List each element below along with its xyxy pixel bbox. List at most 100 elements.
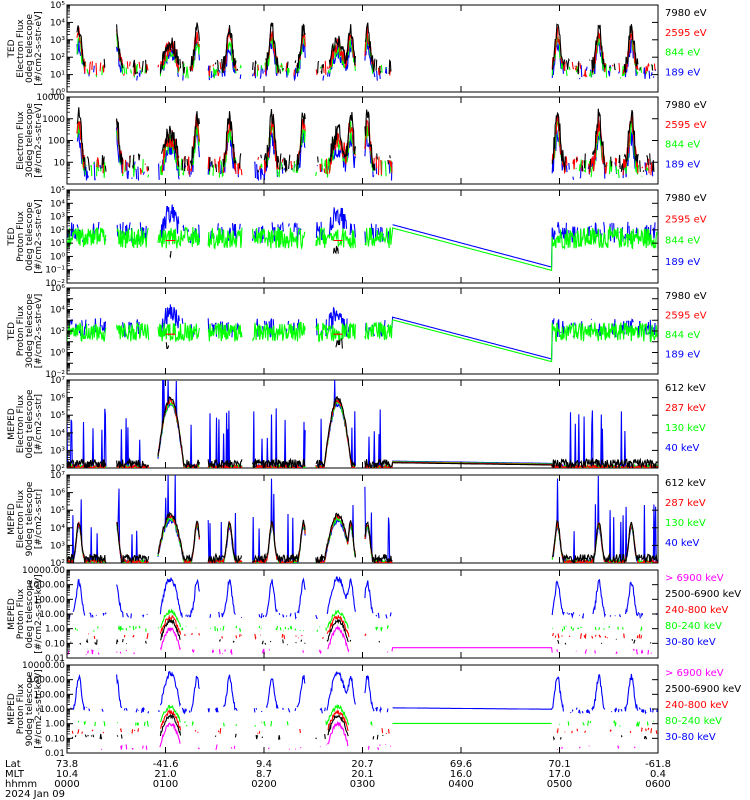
series-trace-2 [72, 715, 657, 740]
y-axis-label: [#/cm2-s-str-keV] [34, 669, 44, 748]
x-tick-label: 0400 [448, 779, 473, 790]
legend-entry: 40 keV [665, 443, 699, 454]
series-trace-1 [67, 511, 658, 563]
y-tick-label: 10.00 [39, 610, 65, 620]
panel-frame [66, 379, 659, 469]
y-tick-label: 0.01 [45, 749, 65, 759]
x-tick-label: 69.6 [450, 759, 472, 770]
y-tick-label: 10² [50, 559, 65, 569]
legend-entry: 7980 eV [665, 8, 707, 19]
series-trace-4 [69, 705, 657, 726]
x-tick-label: 10.4 [56, 769, 78, 780]
y-axis-label: [#/cm2-s-str-eV] [34, 199, 44, 274]
y-tick-label: 10⁴ [50, 199, 65, 209]
legend-entry: 189 eV [665, 159, 700, 170]
y-tick-label: 10² [50, 327, 65, 337]
y-axis-label: Proton Flux [16, 211, 26, 262]
y-axis-label: Proton Flux [16, 588, 26, 639]
x-tick-label: 17.0 [548, 769, 570, 780]
legend-entry: 844 eV [665, 48, 700, 59]
legend-entry: 287 keV [665, 498, 706, 509]
panel-1: 10⁰ 10¹ 10² 10³ 10⁴ 10⁵ TED Electron Flux 0deg t… [7, 1, 707, 98]
y-axis-label: [#/cm2-s-str] [34, 489, 44, 549]
y-axis-label: 0deg telescope [25, 202, 35, 272]
y-axis-label: [#/cm2-s-str-eV] [34, 103, 44, 178]
x-tick-label: -61.8 [645, 759, 671, 770]
y-tick-label: 10¹ [50, 71, 65, 81]
series-trace-2 [71, 620, 656, 645]
legend-entry: 189 eV [665, 350, 700, 361]
y-axis-label: [#/cm2-s-str] [34, 394, 44, 454]
y-tick-label: 10⁴ [50, 429, 65, 439]
y-axis-label: Proton Flux [16, 305, 26, 356]
x-row-label: MLT [5, 769, 25, 780]
y-tick-label: 10.00 [39, 705, 65, 715]
panel-3: 10⁻² 10⁻¹ 10⁰ 10¹ 10² 10³ 10⁴ 10⁵ TED Proton Flux… [7, 186, 707, 289]
series-trace-1 [76, 107, 655, 173]
panel-frame [66, 4, 659, 93]
y-tick-label: 10³ [50, 446, 65, 456]
y-tick-label: 10⁶ [50, 394, 65, 404]
y-axis-label: [#/cm2-s-str-eV] [34, 294, 44, 369]
y-axis-label: TED [7, 227, 17, 246]
y-tick-label: 10⁻² [45, 279, 65, 289]
legend-entry: 2595 eV [665, 311, 707, 322]
y-tick-label: 1000 [42, 115, 65, 125]
y-axis-label: Electron Flux [16, 394, 26, 453]
panel-7: 0.01 0.10 1.00 10.00 100.00 1000.00 10000.00 ME… [7, 566, 741, 664]
y-axis-label: MEPED [7, 503, 17, 535]
legend-entry: 2595 eV [665, 120, 707, 131]
y-axis-label: 30deg telescope [25, 293, 35, 368]
series-trace-4 [67, 475, 658, 563]
y-tick-label: 10 [54, 158, 66, 168]
y-axis-label: 0deg telescope [25, 14, 35, 84]
x-tick-label: 73.8 [56, 759, 78, 770]
x-row-label: Lat [5, 759, 21, 770]
series-trace-3 [71, 708, 658, 735]
y-axis-label: MEPED [7, 408, 17, 440]
x-tick-label: 0500 [547, 779, 572, 790]
y-axis-label: Electron Flux [16, 19, 26, 78]
series-trace-1 [101, 723, 649, 750]
x-tick-label: 21.0 [154, 769, 176, 780]
x-tick-label: 0100 [153, 779, 178, 790]
y-axis-label: MEPED [7, 598, 17, 630]
series-trace-1 [165, 337, 343, 350]
series-trace-1 [68, 627, 657, 655]
y-axis-label: 90deg telescope [25, 671, 35, 746]
x-tick-label: 0600 [645, 779, 670, 790]
y-tick-label: 10⁻¹ [45, 266, 65, 276]
y-tick-label: 10⁷ [50, 376, 65, 386]
series-trace-3 [88, 615, 647, 639]
y-tick-label: 10⁵ [50, 186, 65, 196]
panel-frame [66, 474, 659, 564]
legend-entry: 7980 eV [665, 100, 707, 111]
x-tick-label: 20.7 [351, 759, 373, 770]
y-tick-label: 10⁰ [50, 349, 65, 359]
legend-entry: 40 keV [665, 538, 699, 549]
panel-2: 10 100 1000 10000 Electron Flux 30deg telesco… [16, 93, 707, 185]
y-tick-label: 10³ [50, 36, 65, 46]
y-axis-label: 0deg telescope [25, 389, 35, 459]
x-tick-label: 0200 [251, 779, 276, 790]
y-tick-label: 100.00 [34, 690, 66, 700]
legend-entry: > 6900 keV [665, 573, 724, 584]
y-axis-label: Electron Flux [16, 489, 26, 548]
legend-entry: 844 eV [665, 330, 700, 341]
legend-entry: 130 keV [665, 423, 706, 434]
y-tick-label: 10⁶ [50, 284, 65, 294]
legend-entry: 80-240 keV [665, 621, 722, 632]
legend-entry: 30-80 keV [665, 637, 716, 648]
x-tick-label: 0300 [350, 779, 375, 790]
series-trace-4 [67, 380, 658, 468]
legend-entry: 612 keV [665, 478, 706, 489]
y-tick-label: 10⁰ [50, 252, 65, 262]
y-tick-label: 0.10 [45, 734, 65, 744]
y-tick-label: 10⁴ [50, 524, 65, 534]
y-tick-label: 1.00 [45, 625, 65, 635]
x-tick-label: 9.4 [256, 759, 272, 770]
x-tick-label: -41.6 [153, 759, 179, 770]
legend-entry: 30-80 keV [665, 732, 716, 743]
legend-entry: 287 keV [665, 403, 706, 414]
